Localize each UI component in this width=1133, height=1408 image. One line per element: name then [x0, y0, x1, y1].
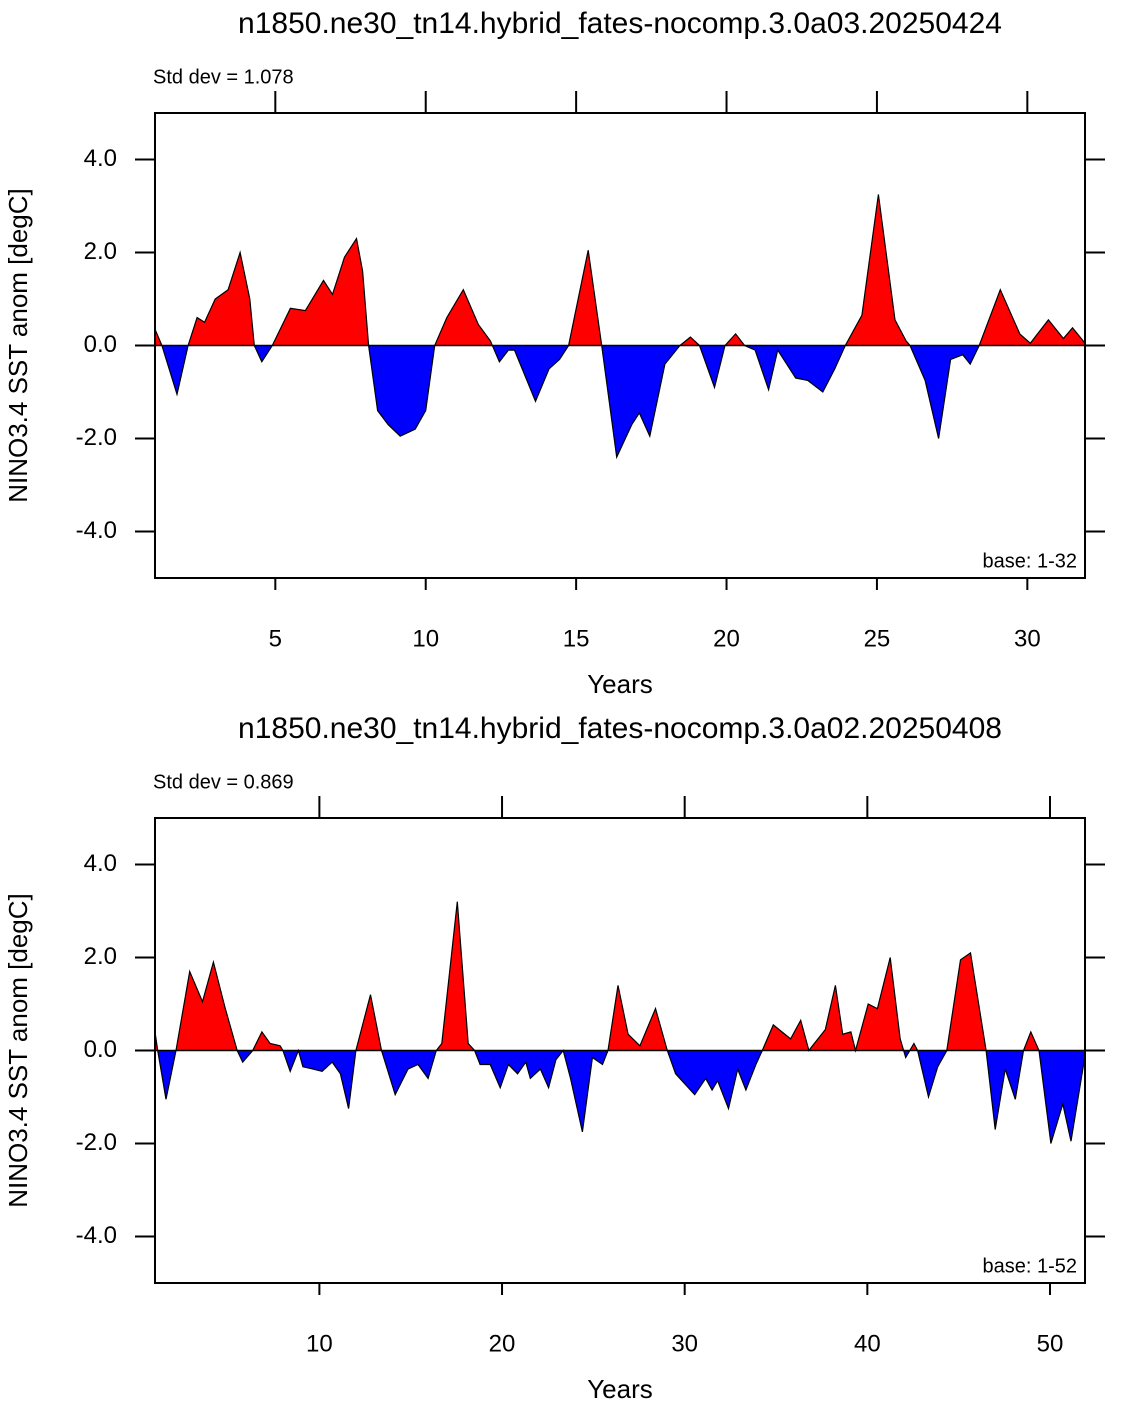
- std-dev-label: Std dev = 0.869: [153, 771, 294, 793]
- x-tick-label: 5: [269, 625, 282, 652]
- std-dev-label: Std dev = 1.078: [153, 66, 294, 88]
- x-axis-label: Years: [587, 669, 653, 699]
- negative-area: [155, 345, 1085, 458]
- x-tick-label: 15: [563, 625, 590, 652]
- y-tick-label: 2.0: [84, 943, 117, 970]
- y-tick-label: 0.0: [84, 331, 117, 358]
- y-axis-label: NINO3.4 SST anom [degC]: [3, 188, 33, 503]
- negative-area: [155, 1050, 1085, 1144]
- x-tick-label: 40: [854, 1330, 881, 1357]
- y-tick-label: -2.0: [76, 424, 117, 451]
- base-label: base: 1-32: [982, 550, 1077, 572]
- y-axis-label: NINO3.4 SST anom [degC]: [3, 893, 33, 1208]
- positive-area: [155, 194, 1085, 346]
- y-tick-label: -2.0: [76, 1129, 117, 1156]
- y-tick-label: 2.0: [84, 238, 117, 265]
- positive-area: [155, 901, 1085, 1051]
- x-tick-label: 50: [1037, 1330, 1064, 1357]
- series-line: [154, 194, 1086, 460]
- x-tick-label: 30: [1014, 625, 1041, 652]
- chart-title: n1850.ne30_tn14.hybrid_fates-nocomp.3.0a…: [238, 7, 1002, 40]
- x-tick-label: 20: [489, 1330, 516, 1357]
- y-tick-label: 4.0: [84, 145, 117, 172]
- y-tick-label: 4.0: [84, 850, 117, 877]
- chart-title: n1850.ne30_tn14.hybrid_fates-nocomp.3.0a…: [238, 712, 1002, 745]
- x-axis-label: Years: [587, 1374, 653, 1404]
- x-tick-label: 30: [671, 1330, 698, 1357]
- y-tick-label: -4.0: [76, 517, 117, 544]
- y-tick-label: 0.0: [84, 1036, 117, 1063]
- base-label: base: 1-52: [982, 1255, 1077, 1277]
- series-line: [154, 901, 1086, 1144]
- x-tick-label: 10: [306, 1330, 333, 1357]
- x-tick-label: 25: [864, 625, 891, 652]
- y-tick-label: -4.0: [76, 1222, 117, 1249]
- x-tick-label: 10: [412, 625, 439, 652]
- x-tick-label: 20: [713, 625, 740, 652]
